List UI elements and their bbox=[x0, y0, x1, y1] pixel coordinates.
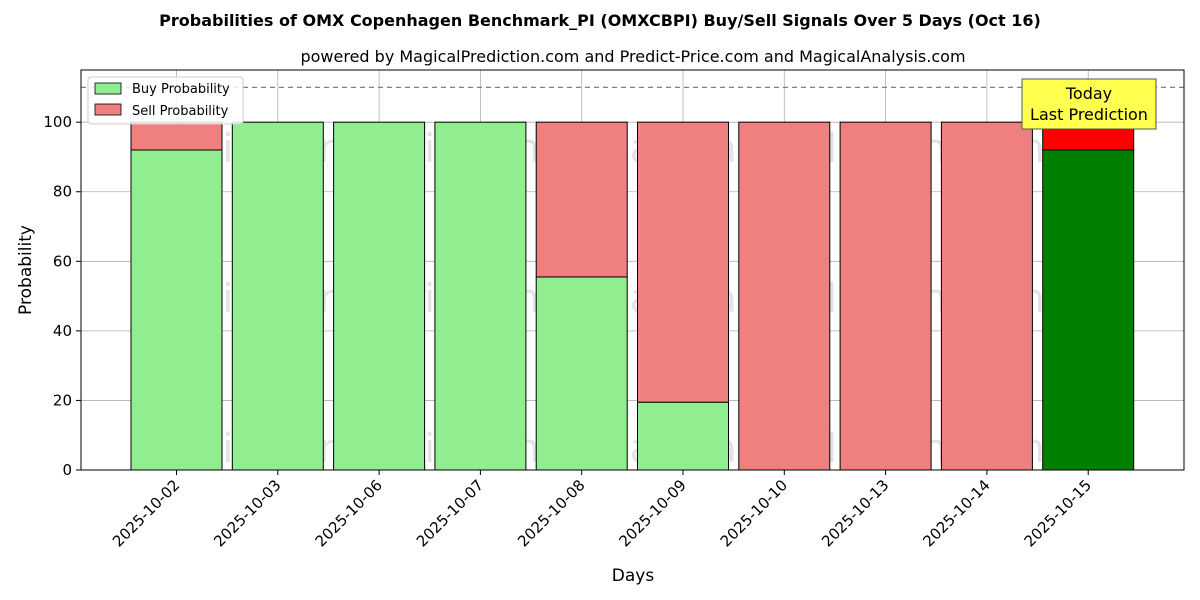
legend: Buy Probability Sell Probability bbox=[87, 76, 244, 125]
x-tick-label: 2025-10-10 bbox=[717, 476, 791, 550]
legend-box bbox=[87, 76, 244, 125]
buy-bar bbox=[130, 149, 223, 471]
buy-bar bbox=[637, 401, 729, 471]
sell-bar bbox=[535, 121, 628, 278]
buy-bar bbox=[1042, 149, 1135, 471]
sell-bar bbox=[940, 121, 1033, 471]
buy-bar bbox=[333, 121, 426, 471]
buy-bar bbox=[434, 121, 527, 471]
y-axis-label: Probability bbox=[16, 225, 36, 315]
buy-bar bbox=[231, 121, 324, 471]
y-tick-label: 60 bbox=[53, 252, 72, 270]
legend-swatch-sell bbox=[94, 103, 122, 116]
chart-subtitle: powered by MagicalPrediction.com and Pre… bbox=[300, 47, 965, 66]
y-tick-label: 80 bbox=[53, 183, 72, 201]
x-tick-label: 2025-10-08 bbox=[514, 476, 588, 550]
annotation-box bbox=[1021, 78, 1157, 130]
annotation-line-1: Today bbox=[1065, 84, 1112, 103]
legend-label-buy: Buy Probability bbox=[132, 82, 230, 97]
x-tick-label: 2025-10-02 bbox=[109, 476, 183, 550]
sell-bar bbox=[637, 121, 729, 403]
x-axis-label: Days bbox=[612, 566, 655, 586]
annotation-line-2: Last Prediction bbox=[1030, 105, 1148, 124]
x-tick-label: 2025-10-13 bbox=[818, 476, 892, 550]
x-tick-label: 2025-10-14 bbox=[919, 476, 993, 550]
chart-title: Probabilities of OMX Copenhagen Benchmar… bbox=[159, 11, 1041, 30]
sell-bar bbox=[130, 121, 223, 151]
x-tick-label: 2025-10-03 bbox=[210, 476, 284, 550]
y-tick-label: 0 bbox=[62, 461, 72, 479]
y-tick-label: 40 bbox=[53, 322, 72, 340]
sell-bar bbox=[738, 121, 831, 471]
y-tick-label: 20 bbox=[53, 391, 72, 409]
y-tick-label: 100 bbox=[43, 113, 72, 131]
today-annotation: Today Last Prediction bbox=[1021, 78, 1157, 130]
x-axis: 2025-10-02 2025-10-03 2025-10-06 2025-10-07… bbox=[109, 470, 1095, 550]
plot-frame bbox=[80, 69, 1185, 471]
x-tick-label: 2025-10-07 bbox=[413, 476, 487, 550]
bars bbox=[130, 121, 1135, 471]
legend-label-sell: Sell Probability bbox=[132, 104, 229, 119]
x-tick-label: 2025-10-15 bbox=[1021, 476, 1095, 550]
legend-swatch-buy bbox=[94, 82, 122, 95]
y-axis: 0 20 40 60 80 100 bbox=[43, 113, 81, 479]
x-tick-label: 2025-10-06 bbox=[312, 476, 386, 550]
buy-bar bbox=[535, 276, 628, 471]
sell-bar bbox=[839, 121, 932, 471]
x-tick-label: 2025-10-09 bbox=[615, 476, 689, 550]
